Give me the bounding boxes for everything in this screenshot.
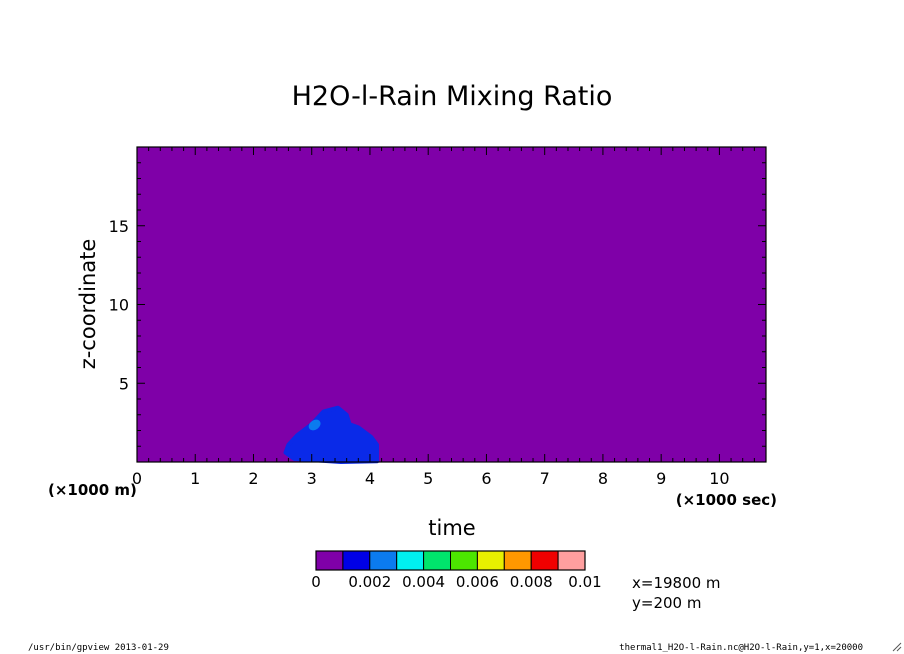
x-tick-label: 5 bbox=[423, 469, 433, 488]
colorbar-label: 0.004 bbox=[402, 573, 445, 591]
colorbar-swatch bbox=[557, 550, 586, 571]
colorbar-label: 0.006 bbox=[456, 573, 499, 591]
x-axis-label: time bbox=[428, 516, 475, 540]
x-tick-label: 2 bbox=[248, 469, 258, 488]
resize-grip-icon[interactable] bbox=[892, 642, 902, 652]
x-axis-ticks: 0 1 2 3 4 5 6 7 8 9 10 bbox=[132, 147, 767, 488]
colorbar-swatch bbox=[342, 550, 371, 571]
x-axis-unit: (×1000 sec) bbox=[676, 491, 777, 509]
y-axis-unit: (×1000 m) bbox=[48, 481, 137, 499]
colorbar-swatch bbox=[476, 550, 505, 571]
x-tick-label: 0 bbox=[132, 469, 142, 488]
x-tick-label: 6 bbox=[481, 469, 491, 488]
colorbar: 0 0.002 0.004 0.006 0.008 0.01 bbox=[311, 550, 602, 591]
x-tick-label: 3 bbox=[307, 469, 317, 488]
chart-title: H2O-l-Rain Mixing Ratio bbox=[292, 81, 613, 112]
x-tick-label: 10 bbox=[709, 469, 729, 488]
colorbar-swatch bbox=[315, 550, 344, 571]
x-tick-label: 4 bbox=[365, 469, 375, 488]
x-tick-label: 1 bbox=[190, 469, 200, 488]
rain-core-1 bbox=[308, 419, 321, 431]
y-position-text: y=200 m bbox=[632, 594, 701, 612]
x-position-text: x=19800 m bbox=[632, 574, 721, 592]
y-axis-label: z-coordinate bbox=[76, 239, 100, 370]
y-tick-label: 5 bbox=[119, 374, 129, 393]
footer-right-text: thermal1_H2O-l-Rain.nc@H2O-l-Rain,y=1,x=… bbox=[619, 643, 863, 653]
colorbar-swatch bbox=[423, 550, 452, 571]
plot-area bbox=[137, 147, 766, 464]
x-tick-label: 9 bbox=[656, 469, 666, 488]
footer-left-text: /usr/bin/gpview 2013-01-29 bbox=[28, 643, 169, 653]
colorbar-label: 0.002 bbox=[348, 573, 391, 591]
colorbar-swatch bbox=[450, 550, 478, 571]
colorbar-swatch bbox=[530, 550, 559, 571]
colorbar-label: 0.01 bbox=[568, 573, 601, 591]
colorbar-label: 0.008 bbox=[510, 573, 553, 591]
y-tick-label: 15 bbox=[109, 217, 129, 236]
plot-background bbox=[137, 147, 766, 462]
colorbar-swatch bbox=[369, 550, 398, 571]
colorbar-border bbox=[315, 550, 586, 571]
y-tick-label: 10 bbox=[109, 296, 129, 315]
x-tick-label: 8 bbox=[598, 469, 608, 488]
y-axis-ticks: 5 10 15 bbox=[109, 146, 766, 463]
colorbar-label: 0 bbox=[311, 573, 321, 591]
x-tick-label: 7 bbox=[540, 469, 550, 488]
colorbar-swatch bbox=[503, 550, 532, 571]
colorbar-swatch bbox=[396, 550, 425, 571]
